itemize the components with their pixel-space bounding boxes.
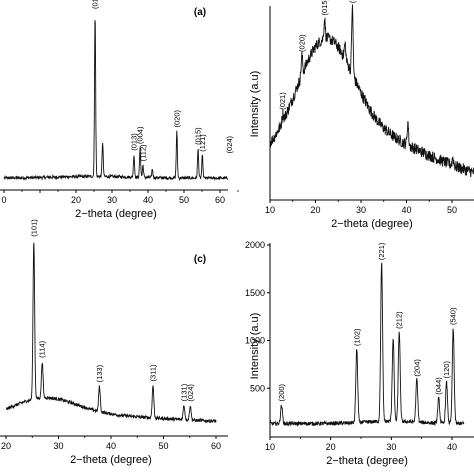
x-tick-label: 20: [71, 195, 81, 205]
x-tick-label: 40: [106, 441, 116, 451]
x-tick-label: 30: [107, 195, 117, 205]
xrd-pattern-line: [269, 262, 465, 427]
y-axis-label: Intensity (a.u): [249, 313, 261, 380]
x-axis-label: 2−theta (degree): [326, 455, 408, 467]
panel-c: 20 30 40 50 60 2−theta (degree) (c) (101) (114) (…: [0, 219, 228, 466]
x-tick-label: 20: [326, 442, 336, 452]
peak-label: (200): [277, 383, 286, 401]
xrd-pattern-line: [269, 4, 474, 178]
peak-label: (024): [186, 384, 195, 402]
x-axis-label: 2−theta (degree): [331, 218, 413, 230]
peak-label: (024): [225, 135, 234, 153]
x-tick-label: 50: [158, 441, 168, 451]
x-tick-label: 40: [401, 205, 411, 215]
peak-label: (311): [149, 364, 158, 381]
y-tick-label: 1500: [245, 288, 265, 298]
peak-label: (212): [395, 311, 404, 329]
y-tick-label: 500: [250, 383, 265, 393]
panel-label: (c): [194, 254, 206, 265]
x-tick-label: 50: [179, 195, 189, 205]
x-tick-label: 20: [1, 441, 11, 451]
x-tick-label: 40: [143, 195, 153, 205]
x-tick-label: 30: [386, 442, 396, 452]
peak-label: (020): [297, 34, 306, 52]
peak-label: (011): [91, 0, 100, 9]
xrd-pattern-line: [3, 20, 229, 182]
y-axis-label: Intensity (a.u): [249, 71, 261, 138]
peak-label: (015): [320, 0, 329, 15]
peak-label: (020): [172, 110, 181, 128]
peak-label: (322): [348, 0, 357, 3]
x-tick-label: 60: [215, 195, 225, 205]
x-tick-label: 30: [356, 205, 366, 215]
peak-label: (114): [38, 340, 47, 357]
x-tick-label: 20: [310, 205, 320, 215]
peak-label: (004): [136, 126, 145, 144]
peak-label: (015): [194, 127, 203, 145]
peak-label: (540): [449, 307, 458, 325]
peak-label: (102): [352, 328, 361, 346]
x-tick-label: 0: [1, 195, 6, 205]
y-tick-label: 2000: [245, 240, 265, 250]
peak-label: (112): [138, 144, 147, 161]
x-tick-label: 10: [265, 442, 275, 452]
y-tick-label: 1000: [245, 336, 265, 346]
peak-label: (221): [377, 242, 386, 260]
peak-label: (044): [434, 377, 443, 395]
peak-label: (131): [179, 383, 188, 401]
x-axis-label: 2−theta (degree): [75, 208, 157, 220]
panel-label: (a): [194, 7, 206, 18]
x-tick-label: 10: [265, 205, 275, 215]
peak-label: (013): [129, 133, 138, 151]
xrd-pattern-line: [5, 242, 217, 424]
peak-label: (133): [95, 364, 104, 382]
x-axis-label: 2−theta (degree): [70, 454, 152, 466]
x-tick-label: 30: [53, 441, 63, 451]
peak-label: (101): [29, 219, 38, 237]
peak-label: (120): [442, 361, 451, 379]
panel-a: 0 20 30 40 50 60 2−theta (degree) (a) (011) (013)…: [0, 0, 239, 220]
peak-label: (204): [412, 359, 421, 377]
peak-label: (021): [278, 92, 287, 110]
panel-d: 10 20 30 40 500 1000 1500 2000 2−theta (degree) I…: [245, 240, 474, 467]
x-tick-label: 40: [447, 442, 457, 452]
panel-b: 10 20 30 40 50 2−theta (degree) Intensity (a.u…: [249, 0, 474, 230]
x-tick-label: 50: [447, 205, 457, 215]
peak-label: (121): [198, 134, 207, 152]
x-tick-label: 60: [211, 441, 221, 451]
